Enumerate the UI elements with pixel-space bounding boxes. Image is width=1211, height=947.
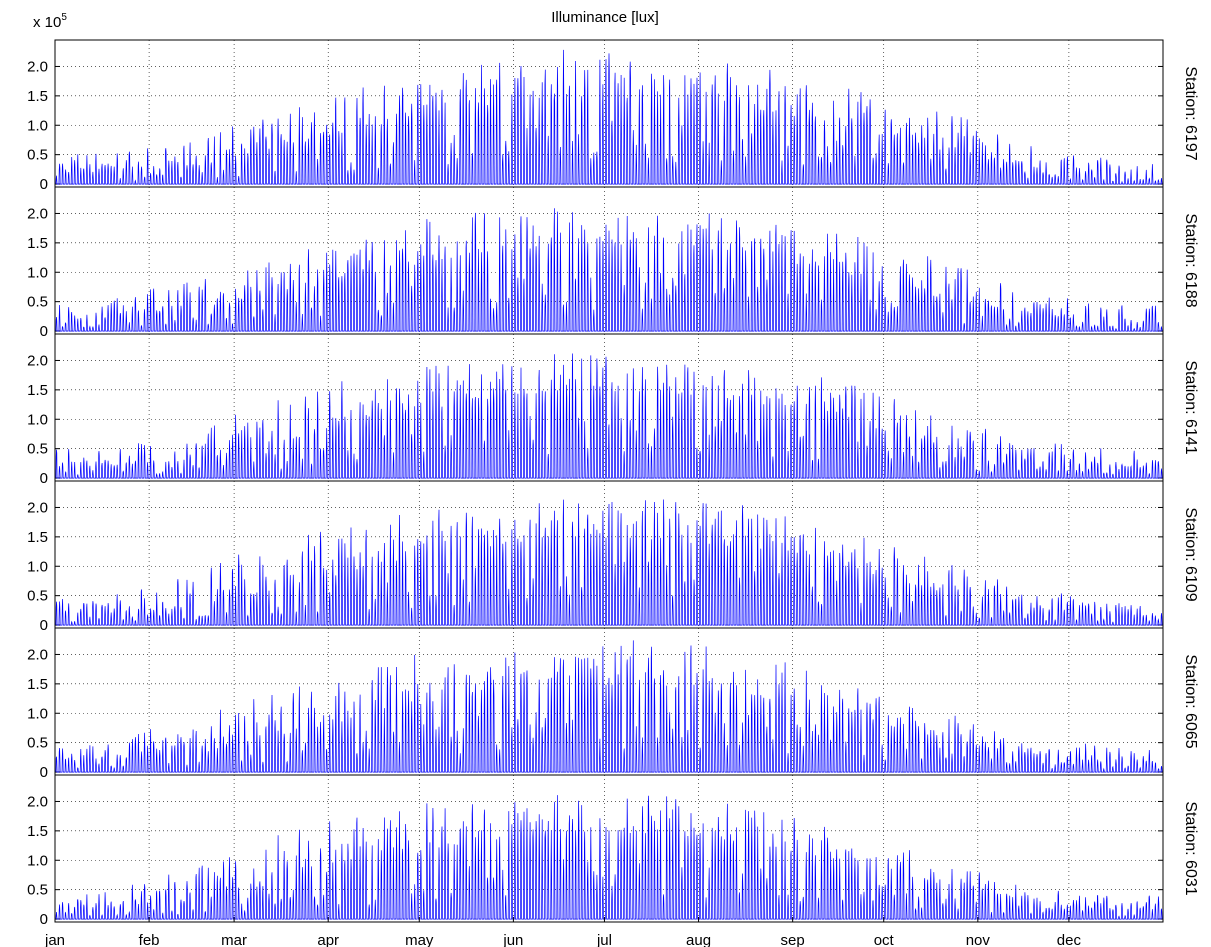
x-tick-label: aug <box>686 932 711 947</box>
figure-title: Illuminance [lux] <box>551 9 659 26</box>
y-tick-label: 2.0 <box>27 499 48 516</box>
y-tick-label: 0 <box>40 911 48 928</box>
y-scale-exponent: 5 <box>61 12 67 23</box>
station-panel: 0 0.5 1.0 1.5 2.0 Station: 6031 <box>27 774 1199 928</box>
x-tick-label: dec <box>1057 932 1082 947</box>
x-tick-label: apr <box>317 932 339 947</box>
x-tick-label: jul <box>596 932 612 947</box>
y-tick-label: 0 <box>40 617 48 634</box>
station-panel: 0 0.5 1.0 1.5 2.0 Station: 6197 <box>27 39 1199 193</box>
x-tick-label: nov <box>966 932 991 947</box>
illuminance-series-line <box>55 49 1163 185</box>
y-tick-label: 1.0 <box>27 852 48 869</box>
y-tick-label: 0 <box>40 764 48 781</box>
y-tick-label: 1.5 <box>27 235 48 252</box>
station-label: Station: 6031 <box>1182 801 1199 895</box>
y-tick-label: 0.5 <box>27 735 48 752</box>
x-tick-label: jan <box>44 932 65 947</box>
illuminance-series-line <box>55 640 1163 773</box>
panel-frame <box>54 774 1164 923</box>
x-tick-label: sep <box>781 932 805 947</box>
y-tick-label: 2.0 <box>27 352 48 369</box>
y-tick-label: 1.5 <box>27 529 48 546</box>
y-tick-label: 1.0 <box>27 705 48 722</box>
station-label: Station: 6065 <box>1182 654 1199 748</box>
x-axis: jan feb mar apr may jun jul aug sep oct nov dec <box>44 917 1082 947</box>
illuminance-series-line <box>55 353 1163 479</box>
y-tick-label: 0.5 <box>27 588 48 605</box>
illuminance-series-line <box>55 795 1163 920</box>
station-label: Station: 6188 <box>1182 213 1199 307</box>
y-tick-label: 0 <box>40 470 48 487</box>
x-tick-label: feb <box>139 932 160 947</box>
y-scale-factor: x 105 <box>33 12 67 31</box>
station-panel: 0 0.5 1.0 1.5 2.0 Station: 6188 <box>27 186 1199 340</box>
y-tick-label: 2.0 <box>27 646 48 663</box>
y-tick-label: 0 <box>40 176 48 193</box>
y-tick-label: 2.0 <box>27 793 48 810</box>
x-tick-label: oct <box>874 932 895 947</box>
y-tick-label: 1.5 <box>27 823 48 840</box>
station-label: Station: 6109 <box>1182 507 1199 601</box>
x-tick-label: jun <box>502 932 523 947</box>
station-panel: 0 0.5 1.0 1.5 2.0 Station: 6065 <box>27 627 1199 781</box>
y-tick-label: 1.5 <box>27 88 48 105</box>
station-label: Station: 6141 <box>1182 360 1199 454</box>
y-scale-base: x 10 <box>33 14 61 31</box>
y-tick-label: 1.0 <box>27 117 48 134</box>
y-tick-label: 2.0 <box>27 58 48 75</box>
y-tick-label: 0.5 <box>27 147 48 164</box>
y-tick-label: 1.0 <box>27 411 48 428</box>
y-tick-label: 0 <box>40 323 48 340</box>
station-panel: 0 0.5 1.0 1.5 2.0 Station: 6141 <box>27 333 1199 487</box>
y-tick-label: 0.5 <box>27 441 48 458</box>
y-tick-label: 1.0 <box>27 264 48 281</box>
illuminance-series-line <box>55 208 1163 332</box>
y-tick-label: 1.0 <box>27 558 48 575</box>
y-tick-label: 0.5 <box>27 882 48 899</box>
y-tick-label: 1.5 <box>27 382 48 399</box>
station-panel: 0 0.5 1.0 1.5 2.0 Station: 6109 <box>27 480 1199 634</box>
y-tick-label: 2.0 <box>27 205 48 222</box>
x-tick-label: may <box>405 932 434 947</box>
station-panels: 0 0.5 1.0 1.5 2.0 Station: 6197 0 0.5 1.0 1.5 2.0 S… <box>27 39 1199 928</box>
x-tick-label: mar <box>221 932 247 947</box>
y-tick-label: 0.5 <box>27 294 48 311</box>
station-label: Station: 6197 <box>1182 66 1199 160</box>
y-tick-label: 1.5 <box>27 676 48 693</box>
illuminance-series-line <box>55 499 1163 626</box>
